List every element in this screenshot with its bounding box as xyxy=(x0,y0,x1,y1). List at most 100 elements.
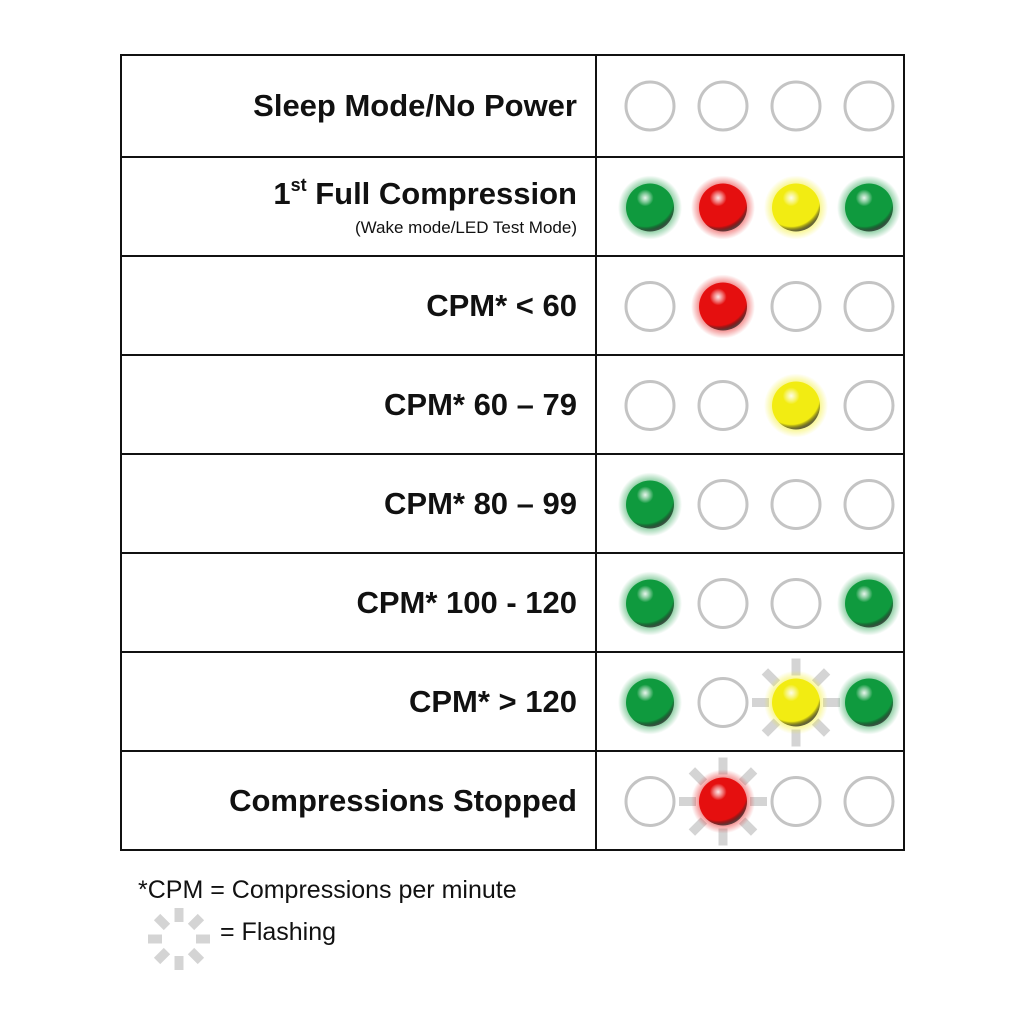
led-1-green xyxy=(618,175,682,240)
led-cell xyxy=(597,455,903,552)
legend: *CPM = Compressions per minute = Flashin… xyxy=(138,876,517,946)
table-row: CPM* 100 - 120 xyxy=(122,552,903,651)
led-2-red xyxy=(691,175,755,240)
led-4-off xyxy=(843,281,895,332)
row-label: CPM* 80 – 99 xyxy=(384,485,577,521)
led-3-off xyxy=(770,281,822,332)
row-label-cell: CPM* > 120 xyxy=(122,653,597,750)
led-1-green xyxy=(618,670,682,735)
flash-ray xyxy=(153,913,171,931)
led-4-off xyxy=(843,380,895,431)
row-label: Compressions Stopped xyxy=(229,782,577,818)
led-off-ring xyxy=(697,479,749,530)
led-off-ring xyxy=(697,380,749,431)
led-2-off xyxy=(697,380,749,431)
led-1-off xyxy=(624,380,676,431)
led-green-bulb xyxy=(845,579,893,628)
led-off-ring xyxy=(770,776,822,827)
led-cell xyxy=(597,752,903,849)
led-green-bulb xyxy=(626,183,674,232)
led-cell xyxy=(597,56,903,156)
led-2-off xyxy=(697,80,749,132)
led-2-off xyxy=(697,677,749,728)
row-label-cell: Sleep Mode/No Power xyxy=(122,56,597,156)
led-off-ring xyxy=(770,578,822,629)
led-2-red xyxy=(691,274,755,339)
row-label: CPM* 60 – 79 xyxy=(384,386,577,422)
led-2-off xyxy=(697,479,749,530)
flashing-rays-icon xyxy=(148,908,210,970)
led-green-bulb xyxy=(626,678,674,727)
label-number: 1 xyxy=(273,176,291,211)
led-4-off xyxy=(843,479,895,530)
led-off-ring xyxy=(770,80,822,132)
led-3-off xyxy=(770,578,822,629)
led-off-ring xyxy=(697,80,749,132)
led-3-yellow xyxy=(764,373,828,438)
led-yellow-bulb xyxy=(772,381,820,430)
led-green-bulb xyxy=(845,183,893,232)
led-green-bulb xyxy=(626,480,674,529)
table-row: Sleep Mode/No Power xyxy=(122,56,903,156)
row-label-cell: CPM* 60 – 79 xyxy=(122,356,597,453)
led-4-off xyxy=(843,80,895,132)
led-cell xyxy=(597,257,903,354)
row-label: Sleep Mode/No Power xyxy=(253,88,577,123)
row-label-cell: CPM* < 60 xyxy=(122,257,597,354)
led-off-ring xyxy=(624,380,676,431)
table-row: CPM* > 120 xyxy=(122,651,903,750)
led-off-ring xyxy=(770,479,822,530)
led-2-red xyxy=(679,757,767,846)
led-status-table: Sleep Mode/No Power 1st Full Compression… xyxy=(120,54,905,851)
led-4-green xyxy=(837,175,901,240)
led-3-off xyxy=(770,776,822,827)
row-label: CPM* 100 - 120 xyxy=(356,584,577,620)
row-label-cell: Compressions Stopped xyxy=(122,752,597,849)
led-cell xyxy=(597,653,903,750)
led-1-green xyxy=(618,472,682,537)
led-off-ring xyxy=(843,281,895,332)
table-row: 1st Full Compression (Wake mode/LED Test … xyxy=(122,156,903,255)
led-1-off xyxy=(624,80,676,132)
led-1-green xyxy=(618,571,682,636)
led-3-yellow xyxy=(752,658,840,747)
led-green-bulb xyxy=(626,579,674,628)
led-off-ring xyxy=(843,776,895,827)
led-off-ring xyxy=(843,80,895,132)
led-cell xyxy=(597,554,903,651)
led-off-ring xyxy=(697,578,749,629)
led-off-ring xyxy=(843,479,895,530)
led-2-off xyxy=(697,578,749,629)
flashing-footnote: = Flashing xyxy=(220,918,337,946)
led-4-green xyxy=(837,571,901,636)
led-cell xyxy=(597,356,903,453)
row-label: CPM* > 120 xyxy=(408,683,577,719)
led-off-ring xyxy=(624,80,676,132)
row-sublabel: (Wake mode/LED Test Mode) xyxy=(354,218,577,237)
led-off-ring xyxy=(624,776,676,827)
led-off-ring xyxy=(624,281,676,332)
row-label-cell: 1st Full Compression (Wake mode/LED Test … xyxy=(122,158,597,255)
led-cell xyxy=(597,158,903,255)
led-red-bulb xyxy=(699,777,747,826)
led-1-off xyxy=(624,281,676,332)
led-3-off xyxy=(770,479,822,530)
led-3-off xyxy=(770,80,822,132)
table-row: CPM* 60 – 79 xyxy=(122,354,903,453)
led-green-bulb xyxy=(845,678,893,727)
flash-ray xyxy=(187,947,205,965)
row-label-cell: CPM* 100 - 120 xyxy=(122,554,597,651)
led-red-bulb xyxy=(699,183,747,232)
led-4-off xyxy=(843,776,895,827)
table-row: Compressions Stopped xyxy=(122,750,903,849)
row-label-cell: CPM* 80 – 99 xyxy=(122,455,597,552)
row-label: CPM* < 60 xyxy=(426,287,577,323)
led-yellow-bulb xyxy=(772,183,820,232)
led-off-ring xyxy=(770,281,822,332)
led-1-off xyxy=(624,776,676,827)
led-4-green xyxy=(837,670,901,735)
cpm-footnote: *CPM = Compressions per minute xyxy=(138,876,517,904)
led-3-yellow xyxy=(764,175,828,240)
led-yellow-bulb xyxy=(772,678,820,727)
label-superscript: st xyxy=(290,175,307,195)
